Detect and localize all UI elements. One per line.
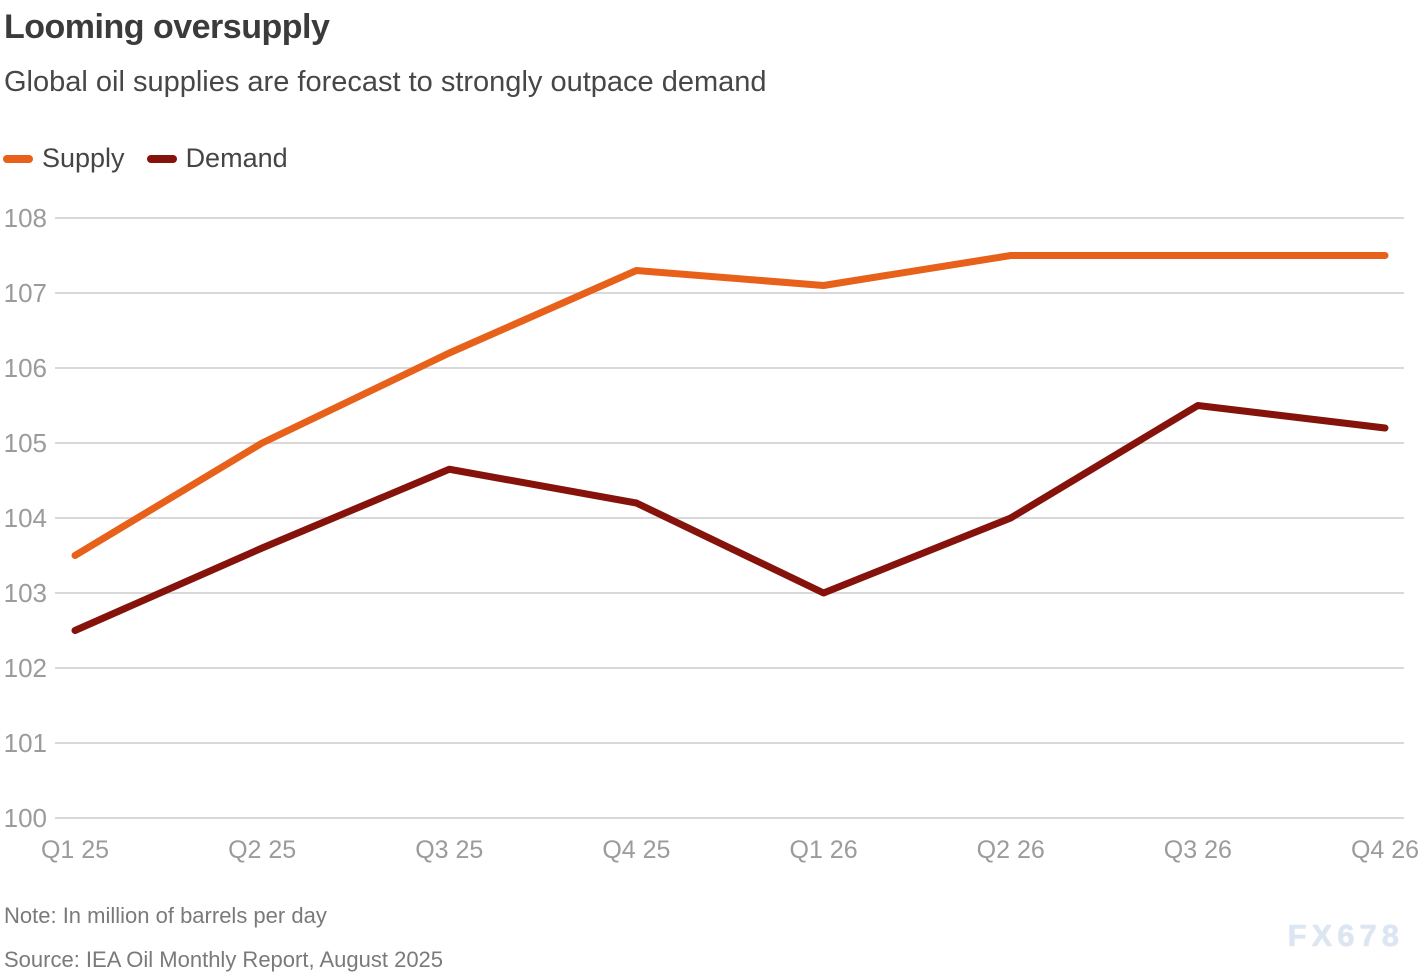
chart-source: Source: IEA Oil Monthly Report, August 2… — [4, 947, 444, 972]
y-axis-tick-label: 100 — [4, 803, 47, 833]
y-axis-tick-label: 104 — [4, 503, 47, 533]
supply-swatch — [3, 154, 33, 163]
x-axis-tick-label: Q2 25 — [228, 836, 296, 864]
chart-subtitle: Global oil supplies are forecast to stro… — [4, 66, 767, 98]
x-axis-tick-label: Q3 26 — [1164, 836, 1232, 864]
legend-item-supply: Supply — [3, 143, 125, 174]
y-axis-tick-label: 102 — [4, 653, 47, 683]
y-axis-tick-label: 101 — [4, 728, 47, 758]
x-axis-tick-label: Q4 25 — [602, 836, 670, 864]
legend-label-supply: Supply — [42, 143, 125, 173]
watermark: FX678 — [1287, 918, 1404, 953]
y-axis-tick-label: 107 — [4, 278, 47, 308]
legend-item-demand: Demand — [146, 143, 288, 174]
x-axis-tick-label: Q3 25 — [415, 836, 483, 864]
demand-line — [71, 402, 1389, 634]
chart-note: Note: In million of barrels per day — [4, 903, 327, 928]
x-axis-tick-label: Q1 26 — [790, 836, 858, 864]
x-axis-tick-label: Q1 25 — [41, 836, 109, 864]
x-axis-tick-label: Q2 26 — [977, 836, 1045, 864]
y-axis-tick-label: 105 — [4, 428, 47, 458]
y-axis-tick-label: 103 — [4, 578, 47, 608]
x-axis-tick-label: Q4 26 — [1351, 836, 1419, 864]
legend: Supply Demand — [3, 143, 288, 174]
legend-label-demand: Demand — [185, 143, 288, 173]
supply-line — [71, 252, 1389, 559]
demand-swatch — [146, 154, 177, 163]
y-axis-tick-label: 106 — [4, 353, 47, 383]
chart-title: Looming oversupply — [4, 8, 330, 46]
y-axis-tick-label: 108 — [4, 203, 47, 233]
